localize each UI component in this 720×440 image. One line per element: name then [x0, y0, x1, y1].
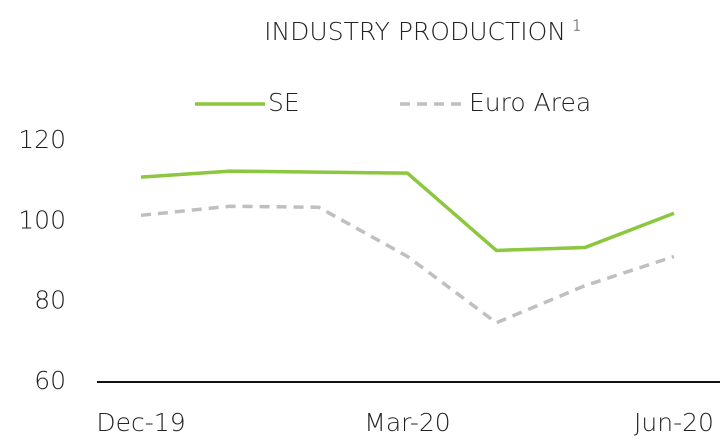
x-tick-label: Dec-19 [96, 408, 185, 437]
y-tick-label: 120 [18, 125, 66, 154]
x-tick-label: Jun-20 [634, 408, 714, 437]
legend-label: Euro Area [469, 88, 591, 117]
y-tick-label: 100 [18, 205, 66, 234]
series-line [140, 204, 675, 325]
chart-title: INDUSTRY PRODUCTION [264, 17, 566, 46]
title-footnote: 1 [572, 17, 582, 35]
y-tick-label: 60 [34, 366, 66, 395]
series-line [140, 169, 675, 253]
x-tick-label: Mar-20 [364, 408, 450, 437]
y-tick-label: 80 [34, 286, 66, 315]
legend-label: SE [268, 88, 300, 117]
